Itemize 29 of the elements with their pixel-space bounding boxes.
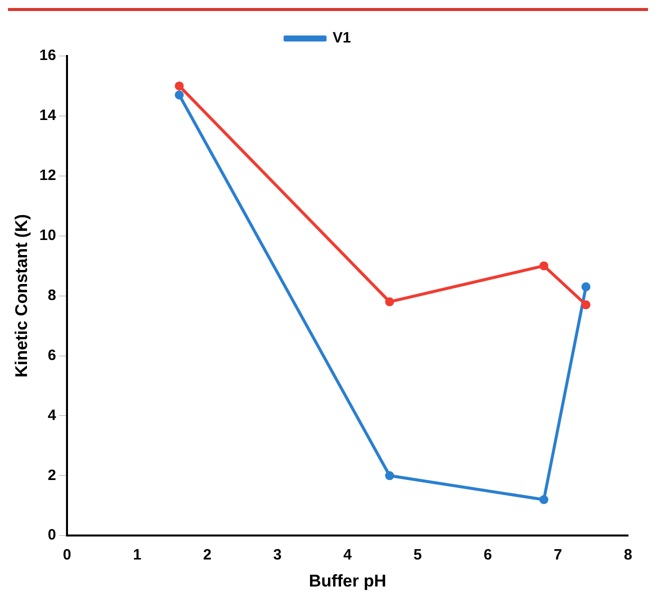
y-tick-label: 6 [48,346,56,364]
point [385,471,394,480]
x-tick-label: 1 [133,546,142,564]
x-tick-label: 0 [62,546,72,564]
y-tick-label: 0 [48,526,56,544]
x-tick-label: 6 [484,546,492,564]
y-tick-label: 12 [39,167,56,184]
point [174,81,184,90]
point [174,90,184,100]
y-tick-label: 10 [39,226,56,244]
x-tick-label: 5 [413,546,422,564]
y-tick-label: 14 [39,107,57,124]
y-tick-label: 16 [39,47,56,64]
legend-label: V1 [332,30,351,47]
x-tick-label: 7 [554,546,562,564]
y-tick-label: 2 [48,466,56,484]
point [581,282,590,292]
y-axis-title: Kinetic Constant (K) [12,214,31,378]
point [539,261,548,270]
point [385,297,394,306]
x-tick-label: 2 [203,546,212,564]
x-axis-title: Buffer pH [308,571,386,590]
y-tick-label: 8 [48,286,56,304]
x-tick-label: 8 [624,546,632,564]
y-tick-label: 4 [48,406,57,424]
x-tick-label: 4 [343,546,352,564]
x-tick-label: 3 [273,546,282,564]
point [539,495,548,504]
point [581,300,590,310]
